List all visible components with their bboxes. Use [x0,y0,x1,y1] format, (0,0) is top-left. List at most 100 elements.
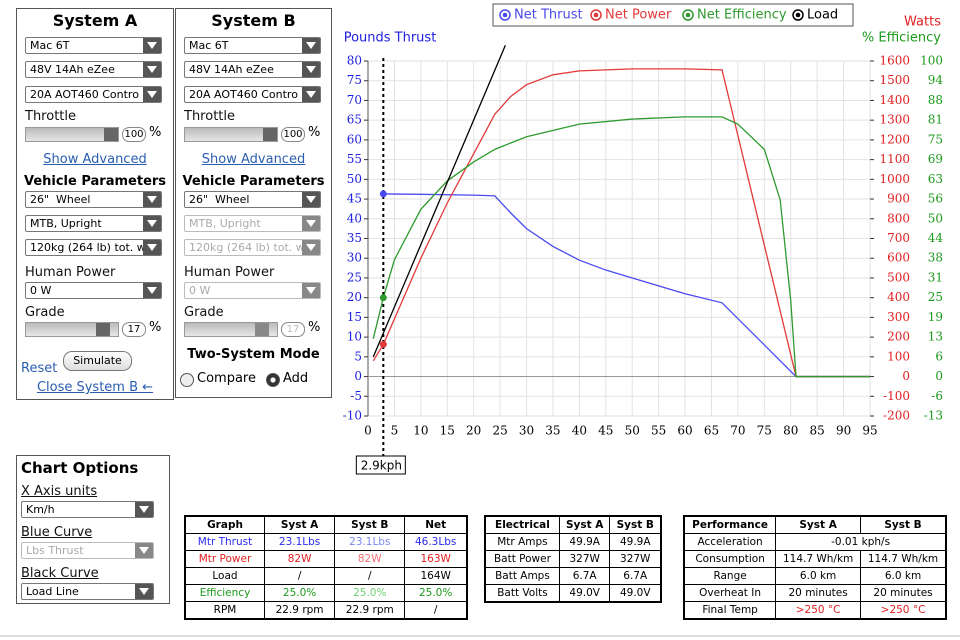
compare-label[interactable]: Compare [197,371,256,386]
grade-value[interactable]: 17 [122,322,146,337]
table-cell: 6.7A [609,567,662,585]
table-cell: 22.9 rpm [334,601,406,620]
show-advanced-link[interactable]: Show Advanced [43,152,147,167]
add-radio[interactable] [266,373,280,387]
add-label[interactable]: Add [283,371,309,386]
wheel-select[interactable]: 26" Wheel [25,191,162,208]
table-row: Batt Power 327W 327W [484,550,662,568]
table-cell: Net [404,515,468,534]
y2-tick-label: 200 [887,330,910,344]
black-curve-label: Black Curve [21,566,99,581]
y3-tick-label: 75 [928,132,943,146]
table-row: Batt Amps 6.7A 6.7A [484,567,662,585]
grade-unit: % [149,320,162,335]
table-cell: Acceleration [683,533,777,551]
table-row: RPM 22.9 rpm 22.9 rpm / [184,601,468,620]
human-power-select[interactable]: 0 W [25,282,162,299]
motor-select[interactable]: Mac 6T [184,37,321,54]
table-cell: 6.0 km [775,567,862,585]
legend-radio-dot[interactable] [685,12,691,18]
motor-select[interactable]: Mac 6T [25,37,162,54]
table-row: Load //164W [184,567,468,585]
y-tick-label: 40 [347,211,362,225]
controller-select[interactable]: 20A AOT460 Contro [25,86,162,103]
y2-tick-label: 300 [887,310,910,324]
y3-tick-label: 31 [928,270,943,284]
table-cell: 6.0 km [860,567,947,585]
table-row: Consumption 114.7 Wh/km 114.7 Wh/km [683,550,947,568]
y2-tick-label: 600 [887,251,910,265]
compare-radio[interactable] [180,373,194,387]
battery-select[interactable]: 48V 14Ah eZee [184,61,321,78]
table-cell: 25.0% [263,584,336,602]
wheel-select[interactable]: 26" Wheel [184,191,321,208]
throttle-slider[interactable] [25,127,119,142]
table-cell: 20 minutes [860,584,947,602]
throttle-value[interactable]: 100 [281,127,305,142]
position-select[interactable]: MTB, Upright [25,215,162,232]
table-row: Range 6.0 km 6.0 km [683,567,947,585]
legend-label[interactable]: Net Thrust [514,8,583,23]
battery-select[interactable]: 48V 14Ah eZee [25,61,162,78]
close-system-b-link[interactable]: Close System B ← [36,380,154,395]
y3-tick-label: 69 [928,152,943,166]
table-cell: Final Temp [683,601,777,620]
grade-value: 17 [281,322,305,337]
y2-tick-label: 1400 [879,93,910,107]
table-cell: Syst A [775,515,862,534]
legend-radio-dot[interactable] [593,12,599,18]
y3-tick-label: 63 [928,172,943,186]
x-tick-label: 10 [413,424,428,438]
y2-tick-label: -200 [883,409,910,423]
controller-select[interactable]: 20A AOT460 Contro [184,86,321,103]
table-cell: Mtr Thrust [184,533,265,551]
simulate-button[interactable]: Simulate [63,351,132,371]
table-cell: 25.0% [404,584,468,602]
legend-label[interactable]: Net Power [605,8,672,23]
table-cell: 23.1Lbs [263,533,336,551]
y2-tick-label: 1600 [879,54,910,68]
show-advanced-link[interactable]: Show Advanced [201,152,306,167]
legend-label[interactable]: Load [807,8,838,23]
black-curve-select[interactable]: Load Line [21,583,154,600]
table-row: Efficiency 25.0% 25.0% 25.0% [184,584,468,602]
panel-title: System B [211,11,296,30]
table-row: Mtr Amps 49.9A 49.9A [484,533,662,551]
table-cell: Batt Amps [484,567,560,585]
table-cell: 163W [404,550,468,568]
x-tick-label: 55 [651,424,666,438]
y3-tick-label: 44 [928,231,944,245]
system-b-panel: System B Mac 6T 48V 14Ah eZee 20A AOT460… [175,8,332,398]
legend-radio-dot[interactable] [795,12,801,18]
weight-select[interactable]: 120kg (264 lb) tot. w [25,239,162,256]
x-units-select[interactable]: Km/h [21,501,154,518]
y-tick-label: 0 [354,369,362,383]
cursor-point [379,294,387,302]
grade-slider [184,322,278,337]
y2-tick-label: 1500 [879,73,910,87]
y-tick-label: -5 [350,389,362,403]
throttle-slider[interactable] [184,127,278,142]
y-tick-label: 30 [347,251,362,265]
table-cell: Consumption [683,550,777,568]
x-tick-label: 15 [440,424,455,438]
y2-tick-label: 400 [887,290,910,304]
reset-link[interactable]: Reset [21,361,58,376]
table-cell: >250 °C [775,601,862,620]
throttle-value[interactable]: 100 [122,127,146,142]
legend-radio-dot[interactable] [502,12,508,18]
table-cell: Batt Volts [484,584,560,603]
cursor-point [379,340,387,348]
grade-slider[interactable] [25,322,119,337]
blue-curve-select: Lbs Thrust [21,542,154,559]
y2-tick-label: 1000 [879,172,910,186]
table-cell: >250 °C [860,601,947,620]
legend-label[interactable]: Net Efficiency [697,8,787,23]
y3-tick-label: 81 [928,113,943,127]
y-tick-label: 5 [354,349,362,363]
x-tick-label: 80 [783,424,798,438]
x-tick-label: 40 [572,424,587,438]
table-cell: Efficiency [184,584,265,602]
